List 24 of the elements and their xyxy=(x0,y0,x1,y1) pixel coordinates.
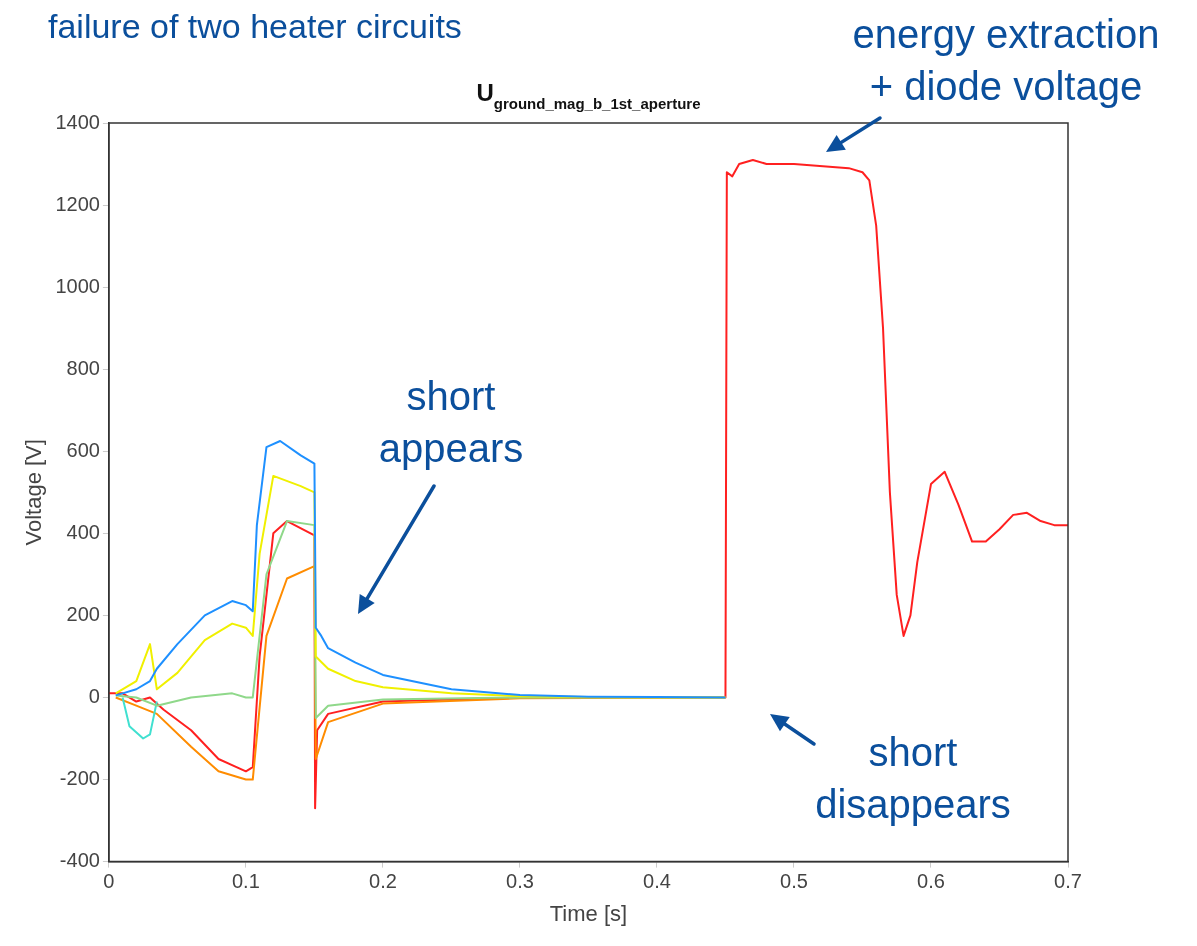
y-axis-title: Voltage [V] xyxy=(21,439,47,546)
annotation: short disappears xyxy=(815,729,1011,828)
y-tick-label: 400 xyxy=(66,520,100,543)
x-axis-title: Time [s] xyxy=(549,900,628,926)
annotation: short appears xyxy=(378,373,524,472)
x-tick-label: 0.7 xyxy=(1054,870,1082,893)
y-tick-label: 0 xyxy=(88,684,100,707)
x-tick-label: 0.4 xyxy=(643,870,671,893)
y-tick-label: 600 xyxy=(66,438,100,461)
x-tick-label: 0.3 xyxy=(506,870,534,893)
text: failure of two heater circuits xyxy=(48,6,462,47)
y-tick-label: 1200 xyxy=(55,192,100,215)
y-tick-label: -400 xyxy=(59,849,100,872)
x-tick-label: 0 xyxy=(103,870,115,893)
y-tick-label: 200 xyxy=(66,602,100,625)
y-tick-label: -200 xyxy=(59,767,100,790)
y-tick-label: 1400 xyxy=(55,110,100,133)
y-tick-label: 1000 xyxy=(55,274,100,297)
x-tick-label: 0.1 xyxy=(232,870,260,893)
x-tick-label: 0.2 xyxy=(369,870,397,893)
text: energy extraction + diode voltage xyxy=(852,11,1160,110)
x-tick-label: 0.6 xyxy=(917,870,945,893)
y-tick-label: 800 xyxy=(66,356,100,379)
x-tick-label: 0.5 xyxy=(780,870,808,893)
